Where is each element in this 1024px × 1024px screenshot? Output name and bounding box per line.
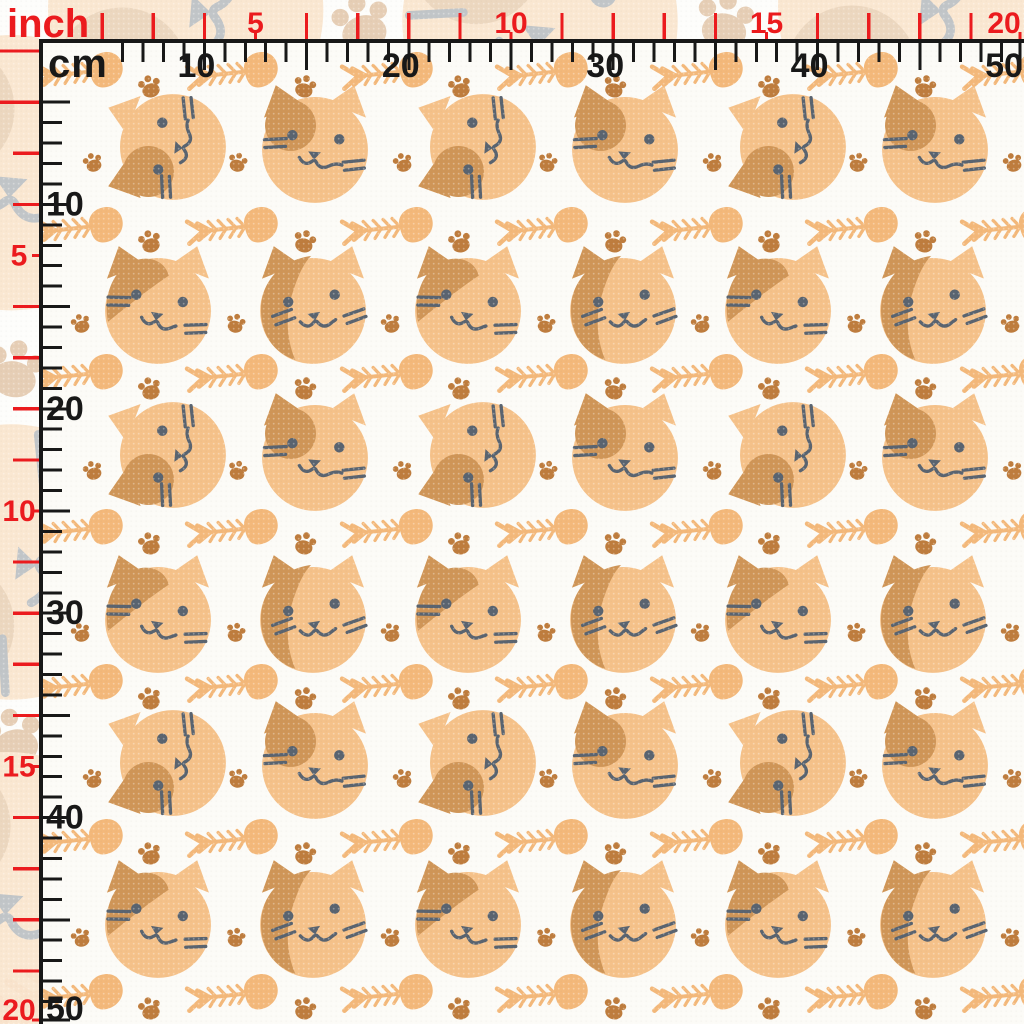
inch-number: 10 bbox=[2, 495, 35, 528]
cm-number: 50 bbox=[46, 990, 84, 1024]
left-ruler bbox=[0, 0, 43, 1024]
ruler-marks bbox=[0, 13, 1024, 1024]
inch-number: 20 bbox=[2, 994, 35, 1024]
top-ruler bbox=[0, 0, 1024, 43]
inch-number: 15 bbox=[2, 751, 35, 784]
inch-number: 20 bbox=[987, 7, 1020, 40]
cm-number: 40 bbox=[46, 799, 84, 837]
inch-number: 15 bbox=[750, 7, 783, 40]
cm-number: 30 bbox=[46, 594, 84, 632]
cm-number: 20 bbox=[46, 390, 84, 428]
cm-number: 50 bbox=[985, 47, 1023, 85]
inch-number: 5 bbox=[247, 7, 264, 40]
inch-ruler-label: inch bbox=[7, 2, 90, 46]
cm-number: 30 bbox=[586, 47, 624, 85]
cm-number: 40 bbox=[791, 47, 829, 85]
cm-ruler-label: cm bbox=[48, 42, 108, 86]
cm-number: 10 bbox=[46, 185, 84, 223]
inch-number: 10 bbox=[494, 7, 527, 40]
inch-number: 5 bbox=[11, 240, 28, 273]
cm-number: 20 bbox=[382, 47, 420, 85]
cm-number: 10 bbox=[177, 47, 215, 85]
